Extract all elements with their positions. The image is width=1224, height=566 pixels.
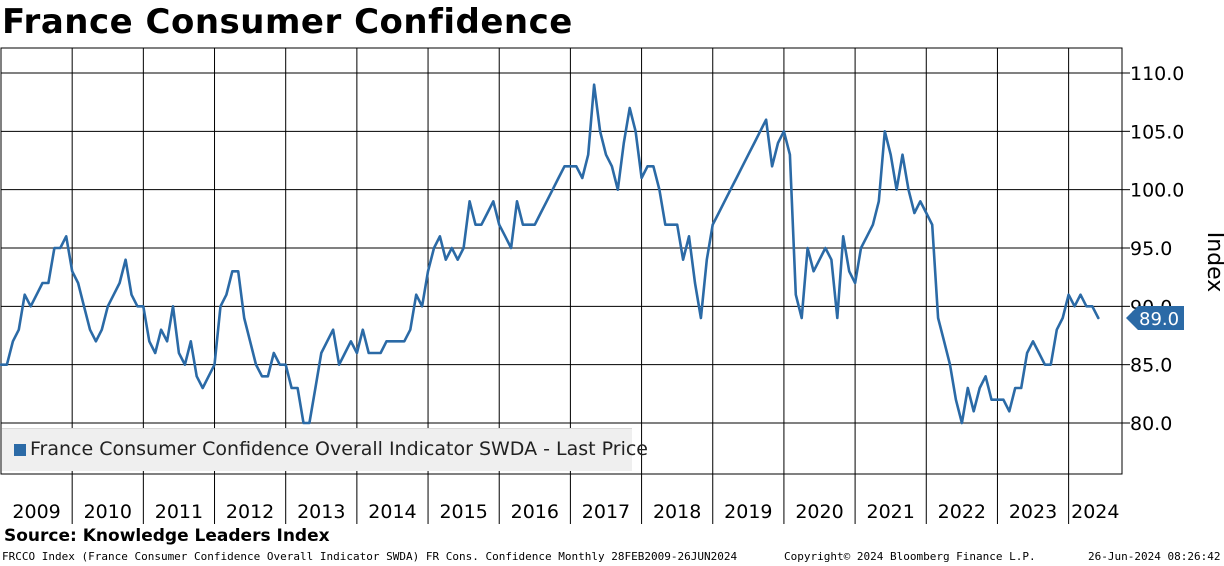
x-tick-label: 2019 [724, 501, 772, 523]
last-value-tag: 89.0 [1126, 306, 1184, 330]
x-axis-year-labels: 2009 2010 2011 2012 2013 2014 2015 2016 2017 2018… [12, 501, 1119, 523]
x-tick-label: 2015 [439, 501, 487, 523]
y-tick-label: 110.0 [1130, 63, 1184, 85]
x-tick-label: 2020 [795, 501, 843, 523]
x-tick-label: 2013 [297, 501, 345, 523]
x-tick-label: 2023 [1009, 501, 1057, 523]
x-tick-label: 2018 [653, 501, 701, 523]
legend: France Consumer Confidence Overall Indic… [2, 428, 648, 471]
plot-frame [0, 47, 1123, 475]
x-tick-label: 2024 [1071, 501, 1119, 523]
x-tick-label: 2012 [226, 501, 274, 523]
x-tick-label: 2016 [511, 501, 559, 523]
series-line [0, 83, 1100, 425]
last-value-marker [1126, 306, 1184, 330]
x-tick-label: 2010 [84, 501, 132, 523]
chart-title: France Consumer Confidence [2, 2, 573, 42]
legend-label: France Consumer Confidence Overall Indic… [30, 438, 648, 460]
x-tick-label: 2021 [867, 501, 915, 523]
last-value-label: 89.0 [1139, 309, 1179, 330]
x-tick-label: 2014 [368, 501, 416, 523]
source-note: Source: Knowledge Leaders Index [4, 526, 330, 546]
legend-swatch [14, 444, 26, 456]
y-tick-label: 100.0 [1130, 180, 1184, 202]
y-tick-label: 85.0 [1130, 355, 1172, 377]
y-tick-label: 95.0 [1130, 238, 1172, 260]
y-axis-label: Index [1202, 232, 1224, 293]
footer-copyright: Copyright© 2024 Bloomberg Finance L.P. [784, 550, 1036, 563]
x-tick-label: 2009 [12, 501, 60, 523]
x-tick-label: 2011 [155, 501, 203, 523]
x-tick-label: 2017 [582, 501, 630, 523]
y-tick-label: 105.0 [1130, 121, 1184, 143]
footer-description: FRCCO Index (France Consumer Confidence … [2, 550, 738, 563]
footer-timestamp: 26-Jun-2024 08:26:42 [1088, 550, 1221, 563]
x-tick-label: 2022 [938, 501, 986, 523]
horizontal-gridlines [1, 72, 1122, 424]
y-tick-label: 80.0 [1130, 413, 1172, 435]
